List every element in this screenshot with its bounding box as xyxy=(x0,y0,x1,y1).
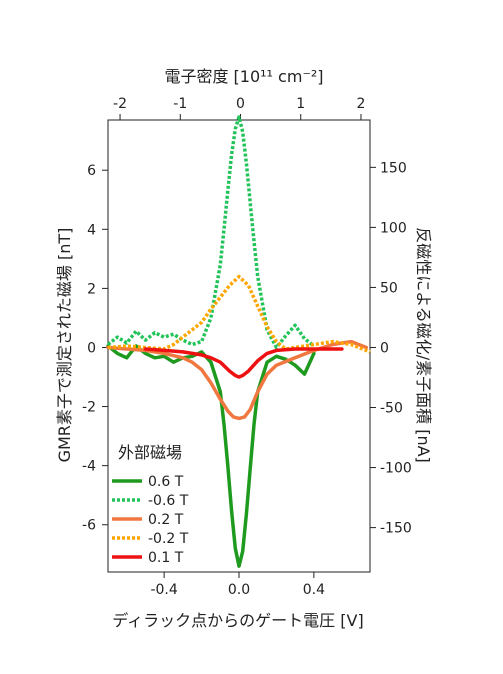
left-tick-label: 6 xyxy=(87,163,96,179)
left-tick-label: 2 xyxy=(87,281,96,297)
left-tick-label: -4 xyxy=(82,459,96,475)
bottom-tick-label: -0.4 xyxy=(150,582,177,598)
legend-title: 外部磁場 xyxy=(118,443,182,462)
right-tick-label: 150 xyxy=(380,160,407,176)
bottom-axis-title: ディラック点からのゲート電圧 [V] xyxy=(112,611,363,630)
left-tick-label: -2 xyxy=(82,400,96,416)
series-line-0p6T xyxy=(106,344,316,568)
series-line--0p6T xyxy=(106,115,315,350)
series-line-0p2T xyxy=(106,339,369,421)
legend-label: 0.2 T xyxy=(148,512,184,528)
right-tick-label: -150 xyxy=(380,521,412,537)
left-axis-title: GMR素子で測定された磁場 [nT] xyxy=(55,228,74,463)
legend-label: 0.1 T xyxy=(148,550,184,566)
top-tick-label: -1 xyxy=(173,96,187,112)
series-line-0p1T xyxy=(143,347,344,379)
right-tick-label: -50 xyxy=(380,401,403,417)
bottom-tick-label: 0.4 xyxy=(303,582,325,598)
right-tick-label: 0 xyxy=(380,340,389,356)
top-tick-label: 0 xyxy=(236,96,245,112)
right-tick-label: 50 xyxy=(380,280,398,296)
bottom-tick-label: 0.0 xyxy=(228,582,250,598)
left-tick-label: 0 xyxy=(87,340,96,356)
top-tick-label: -2 xyxy=(113,96,127,112)
right-tick-label: 100 xyxy=(380,220,407,236)
axes-layer: -0.4 0.0 0.4 -2 -1 0 1 2 -6 -4 -2 0 2 4 6 -150 -100 -50 0 5… xyxy=(82,96,412,598)
legend-label: -0.6 T xyxy=(148,493,189,509)
right-tick-label: -100 xyxy=(380,461,412,477)
right-axis-title: 反磁性による磁化/素子面積 [nA] xyxy=(414,227,433,463)
top-tick-label: 1 xyxy=(296,96,305,112)
left-tick-label: 4 xyxy=(87,222,96,238)
left-tick-label: -6 xyxy=(82,518,96,534)
legend-label: 0.6 T xyxy=(148,474,184,490)
series-layer xyxy=(106,115,371,568)
legend-label: -0.2 T xyxy=(148,531,189,547)
legend: 外部磁場 0.6 T -0.6 T 0.2 T -0.2 T 0.1 T xyxy=(112,443,189,566)
top-axis-title: 電子密度 [10¹¹ cm⁻²] xyxy=(164,67,323,86)
top-tick-label: 2 xyxy=(357,96,366,112)
series-line--0p2T xyxy=(107,274,371,354)
